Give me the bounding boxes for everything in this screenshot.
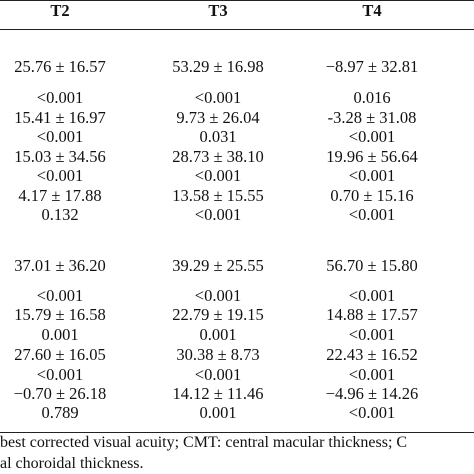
- table-cell: <0.001: [194, 286, 242, 305]
- table-cell: 56.70 ± 15.80: [326, 256, 418, 275]
- table-cell: 15.41 ± 16.97: [14, 108, 106, 127]
- table-cell: <0.001: [348, 127, 396, 146]
- table-cell: <0.001: [194, 88, 242, 107]
- table-cell: -3.28 ± 31.08: [327, 108, 417, 127]
- table-cell: <0.001: [36, 127, 84, 146]
- table-cell: 15.79 ± 16.58: [14, 305, 106, 324]
- table-top-rule: [0, 0, 474, 2]
- table-footnote-line-1: best corrected visual acuity; CMT: centr…: [0, 434, 408, 451]
- column-header-t4: T4: [362, 1, 382, 20]
- table-cell: 0.789: [41, 403, 79, 422]
- table-cell: 14.88 ± 17.57: [326, 305, 418, 324]
- table-cell: 0.70 ± 15.16: [330, 186, 414, 205]
- table-cell: <0.001: [194, 365, 242, 384]
- table-cell: −4.96 ± 14.26: [325, 384, 419, 403]
- table-cell: 19.96 ± 56.64: [326, 147, 418, 166]
- table-cell: −8.97 ± 32.81: [325, 57, 419, 76]
- table-cell: <0.001: [348, 365, 396, 384]
- table-cell: 27.60 ± 16.05: [14, 345, 106, 364]
- column-header-t2: T2: [50, 1, 70, 20]
- table-cell: 0.132: [41, 205, 79, 224]
- table-cell: <0.001: [348, 166, 396, 185]
- table-cell: −0.70 ± 26.18: [13, 384, 107, 403]
- table-cell: 22.43 ± 16.52: [326, 345, 418, 364]
- table-cell: 39.29 ± 25.55: [172, 256, 264, 275]
- table-cell: <0.001: [348, 205, 396, 224]
- table-cell: 30.38 ± 8.73: [176, 345, 260, 364]
- table-cell: 22.79 ± 19.15: [172, 305, 264, 324]
- table-cell: <0.001: [348, 286, 396, 305]
- table-cell: <0.001: [36, 286, 84, 305]
- table-cell: 14.12 ± 11.46: [172, 384, 264, 403]
- table-cell: 0.001: [199, 403, 237, 422]
- table-cell: 25.76 ± 16.57: [14, 57, 106, 76]
- table-cell: <0.001: [36, 365, 84, 384]
- table-cell: <0.001: [194, 205, 242, 224]
- table-bottom-rule: [0, 432, 474, 434]
- header-bottom-rule: [0, 29, 474, 31]
- table-cell: 0.016: [353, 88, 391, 107]
- table-footnote-line-2: al choroidal thickness.: [0, 455, 144, 472]
- table-cell: <0.001: [36, 88, 84, 107]
- table-cell: <0.001: [348, 403, 396, 422]
- table-cell: 9.73 ± 26.04: [176, 108, 260, 127]
- table-cell: 0.001: [41, 325, 79, 344]
- column-header-t3: T3: [208, 1, 228, 20]
- table-cell: <0.001: [194, 166, 242, 185]
- table-cell: 13.58 ± 15.55: [172, 186, 264, 205]
- table-cell: 37.01 ± 36.20: [14, 256, 106, 275]
- table-cell: 53.29 ± 16.98: [172, 57, 264, 76]
- table-cell: 15.03 ± 34.56: [14, 147, 106, 166]
- table-cell: 4.17 ± 17.88: [18, 186, 102, 205]
- table-cell: 28.73 ± 38.10: [172, 147, 264, 166]
- table-cell: <0.001: [348, 325, 396, 344]
- table-cell: 0.031: [199, 127, 237, 146]
- table-cell: 0.001: [199, 325, 237, 344]
- table-cell: <0.001: [36, 166, 84, 185]
